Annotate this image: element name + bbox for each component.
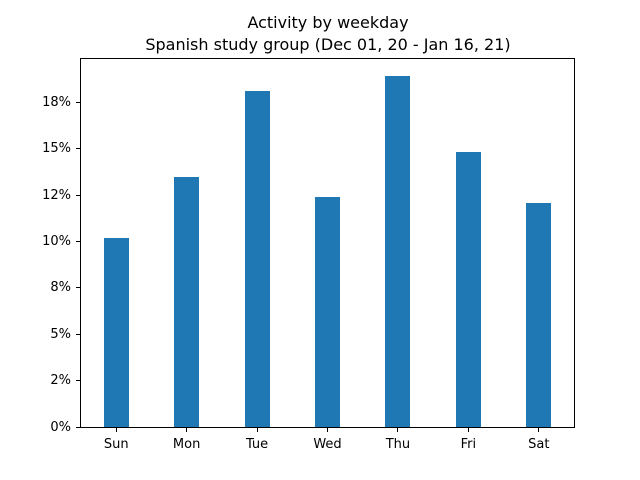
y-tick-mark (76, 426, 80, 428)
x-tick-label-mon: Mon (172, 437, 201, 452)
y-tick-mark (76, 380, 80, 382)
x-tick-label-wed: Wed (313, 437, 342, 452)
bar-fri (455, 152, 481, 427)
x-tick-mark (186, 428, 188, 432)
y-tick-label: 12% (42, 187, 71, 203)
bar-sat (526, 202, 552, 427)
x-tick-mark (397, 428, 399, 432)
y-tick-mark (76, 241, 80, 243)
y-tick-mark (76, 194, 80, 196)
x-tick-mark (115, 428, 117, 432)
chart-title: Activity by weekday Spanish study group … (80, 12, 576, 56)
y-tick-label: 18% (42, 94, 71, 110)
bar-sun (103, 237, 129, 427)
y-tick-mark (76, 101, 80, 103)
x-tick-mark (467, 428, 469, 432)
x-tick-mark (327, 428, 328, 432)
x-tick-label-sat: Sat (528, 437, 550, 452)
y-tick-label: 5% (50, 326, 71, 342)
plot-area (80, 58, 575, 428)
x-tick-label-fri: Fri (460, 437, 477, 452)
y-tick-label: 2% (50, 373, 71, 389)
bar-mon (174, 176, 200, 427)
y-tick-mark (76, 333, 80, 335)
x-tick-mark (256, 428, 258, 432)
bar-tue (244, 91, 270, 427)
y-tick-label: 10% (42, 234, 71, 250)
y-tick-label: 0% (50, 419, 71, 435)
y-tick-mark (76, 287, 80, 289)
x-tick-mark (538, 428, 540, 432)
chart-title-line2: Spanish study group (Dec 01, 20 - Jan 16… (145, 35, 511, 54)
y-tick-mark (76, 148, 80, 150)
bar-thu (385, 76, 411, 427)
bar-wed (315, 197, 340, 427)
x-tick-label-sun: Sun (103, 437, 129, 452)
y-tick-label: 8% (50, 280, 71, 296)
y-tick-label: 15% (42, 141, 71, 157)
x-tick-label-tue: Tue (245, 437, 269, 452)
x-tick-label-thu: Thu (385, 437, 411, 452)
chart-title-line1: Activity by weekday (247, 13, 409, 32)
